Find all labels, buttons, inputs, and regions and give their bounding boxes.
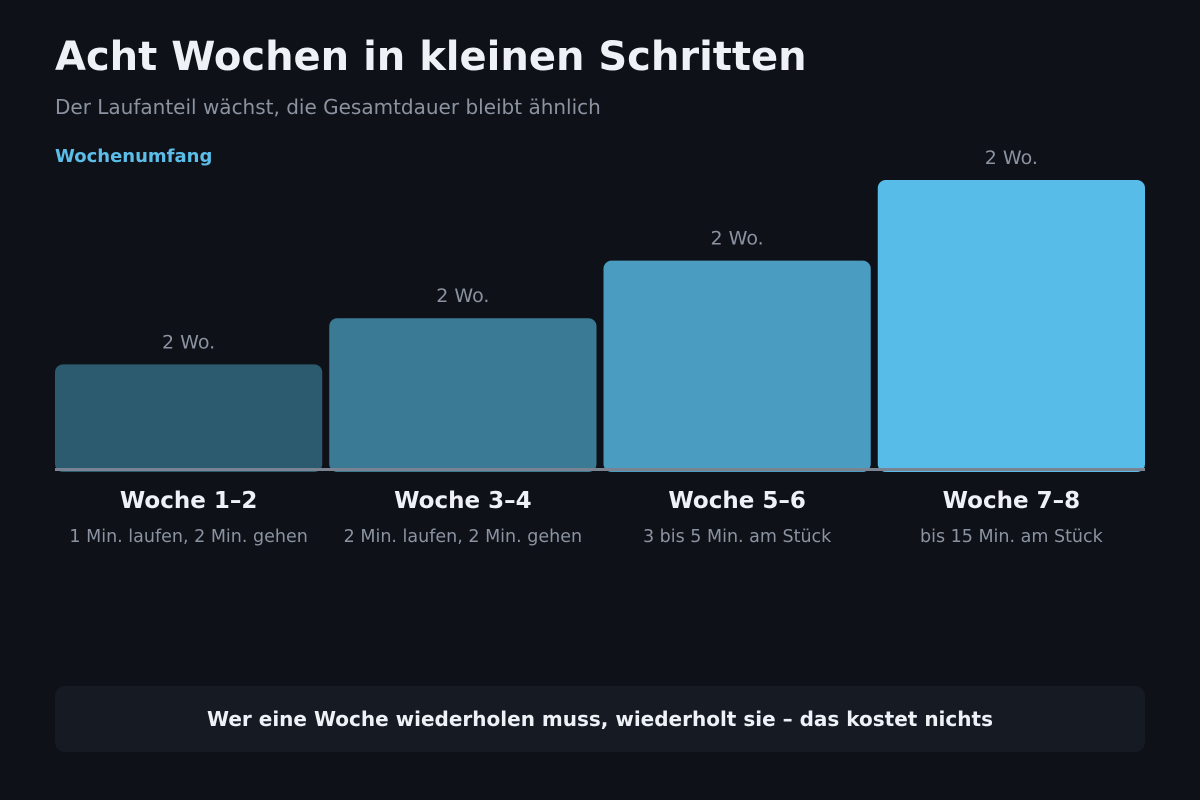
y-axis-label: Wochenumfang <box>55 146 212 167</box>
category-label: Woche 3–4 <box>394 488 531 514</box>
page-subtitle: Der Laufanteil wächst, die Gesamtdauer b… <box>55 95 601 119</box>
category-description: 1 Min. laufen, 2 Min. gehen <box>69 527 307 547</box>
footer-note-box: Wer eine Woche wiederholen muss, wiederh… <box>55 686 1145 752</box>
category-description: bis 15 Min. am Stück <box>920 527 1104 547</box>
bar <box>877 180 1145 472</box>
x-axis-line <box>55 468 1145 471</box>
page-title: Acht Wochen in kleinen Schritten <box>55 34 807 80</box>
category-label: Woche 7–8 <box>943 488 1080 514</box>
bar <box>329 318 597 472</box>
footer-note: Wer eine Woche wiederholen muss, wiederh… <box>207 707 993 731</box>
data-label: 2 Wo. <box>436 285 489 307</box>
category-label: Woche 5–6 <box>668 488 805 514</box>
bar <box>55 364 323 472</box>
category-description: 2 Min. laufen, 2 Min. gehen <box>344 527 582 547</box>
data-label: 2 Wo. <box>162 331 215 353</box>
data-label: 2 Wo. <box>711 228 764 250</box>
bar <box>603 260 871 472</box>
category-label: Woche 1–2 <box>120 488 257 514</box>
data-label: 2 Wo. <box>985 147 1038 169</box>
category-description: 3 bis 5 Min. am Stück <box>643 527 832 547</box>
